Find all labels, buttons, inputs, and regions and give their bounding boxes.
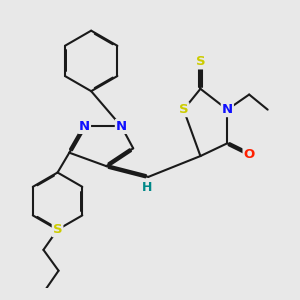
Text: S: S	[53, 223, 62, 236]
Text: N: N	[116, 120, 127, 133]
Text: N: N	[79, 120, 90, 133]
Text: N: N	[222, 103, 233, 116]
Text: S: S	[196, 56, 205, 68]
Text: S: S	[179, 103, 188, 116]
Text: O: O	[244, 148, 255, 160]
Text: H: H	[142, 181, 152, 194]
